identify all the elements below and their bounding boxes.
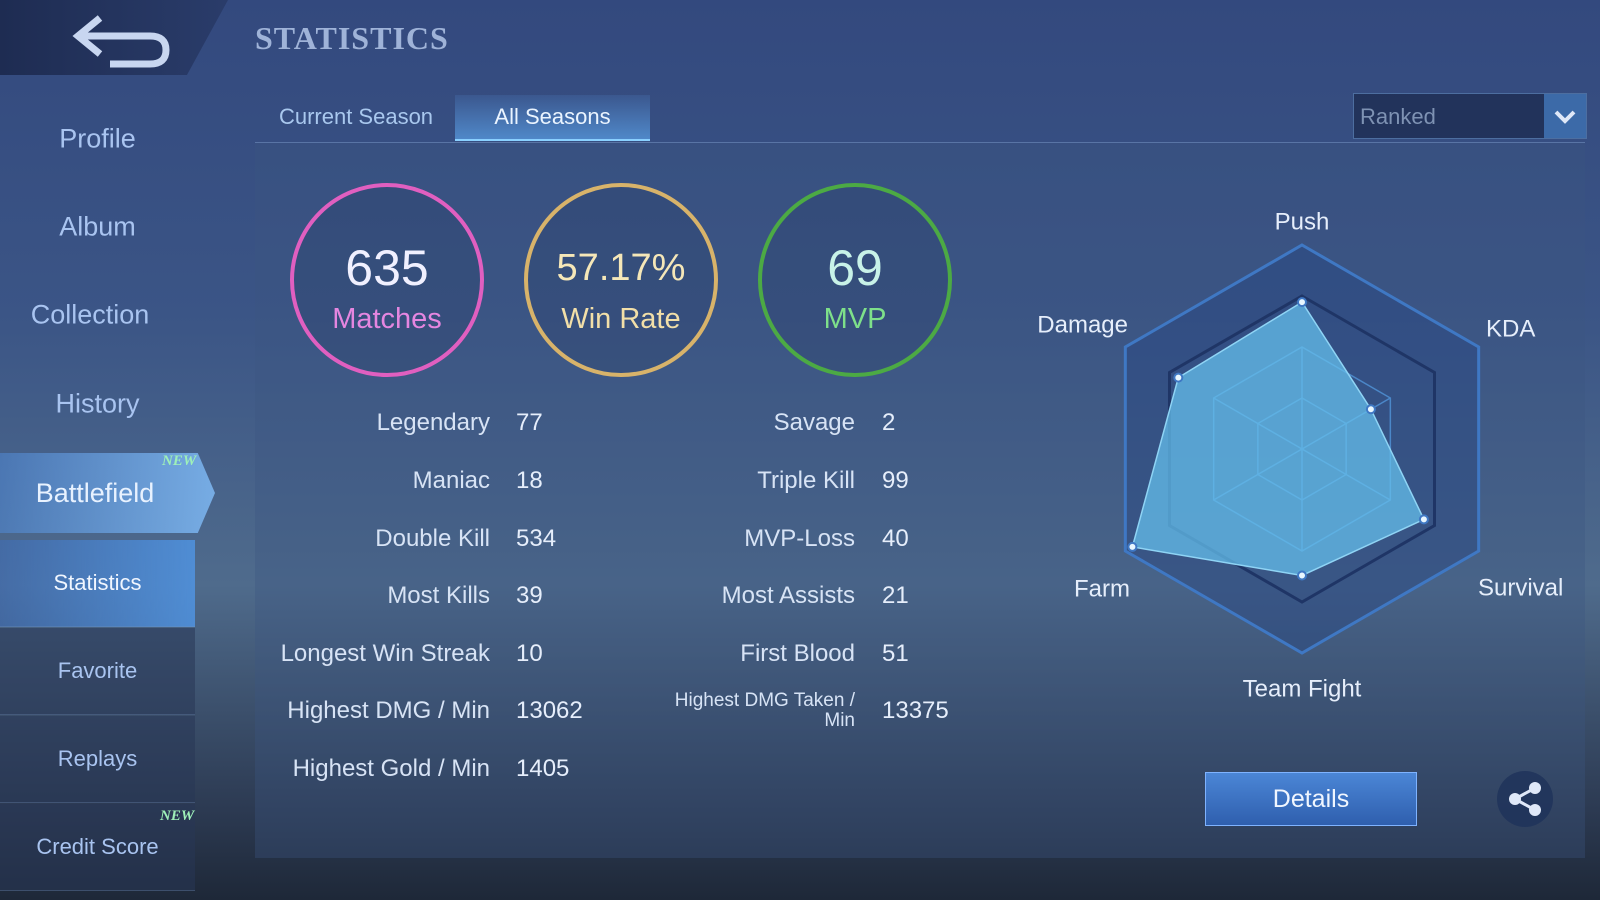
sidebar-item[interactable]: Album bbox=[59, 211, 136, 242]
radar-ring bbox=[1167, 294, 1437, 604]
stat-label: MVP-Loss bbox=[744, 525, 855, 552]
summary-circle: 57.17% Win Rate bbox=[524, 183, 718, 377]
stat-label: Highest Gold / Min bbox=[292, 755, 490, 782]
radar-point bbox=[1365, 404, 1376, 415]
share-button[interactable] bbox=[1497, 771, 1553, 827]
stat-label: Double Kill bbox=[375, 525, 490, 552]
radar-axis-label: Team Fight bbox=[1243, 675, 1362, 702]
radar-point bbox=[1127, 541, 1138, 552]
tab[interactable]: All Seasons bbox=[455, 95, 650, 141]
summary-circle: 69 MVP bbox=[758, 183, 952, 377]
stat-label: First Blood bbox=[740, 640, 855, 667]
page-title: STATISTICS bbox=[255, 20, 449, 56]
sidebar-item[interactable]: History bbox=[55, 388, 140, 419]
stat-value: 534 bbox=[516, 525, 557, 552]
stat-value: 99 bbox=[882, 467, 909, 494]
radar-axis-label: Survival bbox=[1478, 574, 1563, 601]
stat-label: Legendary bbox=[376, 409, 490, 436]
new-badge: NEW bbox=[160, 808, 195, 824]
stat-label: Longest Win Streak bbox=[280, 640, 490, 667]
stat-value: 13062 bbox=[516, 697, 583, 724]
stat-value: 18 bbox=[516, 467, 543, 494]
radar-point bbox=[1297, 570, 1307, 581]
tab[interactable]: Current Season bbox=[278, 104, 434, 129]
radar-point bbox=[1297, 297, 1307, 308]
radar-axis-label: Push bbox=[1275, 208, 1330, 235]
sidebar-subitem[interactable]: Replays bbox=[0, 716, 195, 803]
radar-axis-label: KDA bbox=[1486, 315, 1535, 342]
sidebar-item[interactable]: Collection bbox=[30, 299, 150, 330]
radar-axis-label: Damage bbox=[1037, 311, 1128, 338]
radar-chart: Push KDA Survival Team Fight Farm Damage bbox=[1037, 208, 1563, 702]
stat-value: 2 bbox=[882, 409, 896, 436]
summary-label: Win Rate bbox=[561, 303, 681, 335]
stat-label: Most Kills bbox=[387, 582, 490, 609]
stat-label: Most Assists bbox=[721, 582, 855, 609]
sidebar-item-active[interactable]: Battlefield bbox=[0, 453, 215, 533]
summary-label: Matches bbox=[332, 303, 442, 335]
sidebar-label: Battlefield bbox=[35, 478, 155, 508]
summary-value: 635 bbox=[345, 240, 429, 296]
radar-point bbox=[1173, 372, 1184, 383]
stat-value: 21 bbox=[882, 582, 909, 609]
sidebar-subitem[interactable]: Credit Score bbox=[0, 804, 195, 891]
stat-value: 13375 bbox=[882, 697, 949, 724]
new-badge: NEW bbox=[162, 453, 197, 469]
sidebar-subitem[interactable]: Statistics bbox=[0, 540, 195, 627]
sidebar-subitem[interactable]: Favorite bbox=[0, 628, 195, 715]
details-button[interactable]: Details bbox=[1205, 772, 1417, 826]
summary-circle: 635 Matches bbox=[290, 183, 484, 377]
radar-axis-label: Farm bbox=[1074, 575, 1130, 602]
sidebar: Profile Album Collection History Battlefield… bbox=[0, 80, 215, 900]
dropdown-arrow bbox=[1544, 94, 1586, 138]
mode-select[interactable]: Ranked bbox=[1353, 93, 1587, 139]
summary-label: MVP bbox=[823, 303, 887, 335]
summary-value: 57.17% bbox=[556, 247, 686, 289]
stat-label: Maniac bbox=[412, 467, 490, 494]
stat-value: 77 bbox=[516, 409, 543, 436]
stat-label: Highest DMG Taken / Min bbox=[674, 690, 855, 731]
stat-value: 39 bbox=[516, 582, 543, 609]
back-icon bbox=[72, 15, 170, 68]
mode-label: Ranked bbox=[1360, 104, 1436, 129]
summary-value: 69 bbox=[827, 240, 883, 296]
back-button[interactable] bbox=[0, 0, 228, 75]
stat-value: 1405 bbox=[516, 755, 570, 782]
radar-point bbox=[1418, 514, 1429, 525]
stat-label: Highest DMG / Min bbox=[287, 697, 490, 724]
stat-label: Triple Kill bbox=[757, 467, 855, 494]
stat-value: 40 bbox=[882, 525, 909, 552]
stat-value: 51 bbox=[882, 640, 909, 667]
stat-label: Savage bbox=[773, 409, 855, 436]
sidebar-item[interactable]: Profile bbox=[59, 123, 136, 154]
stat-value: 10 bbox=[516, 640, 543, 667]
